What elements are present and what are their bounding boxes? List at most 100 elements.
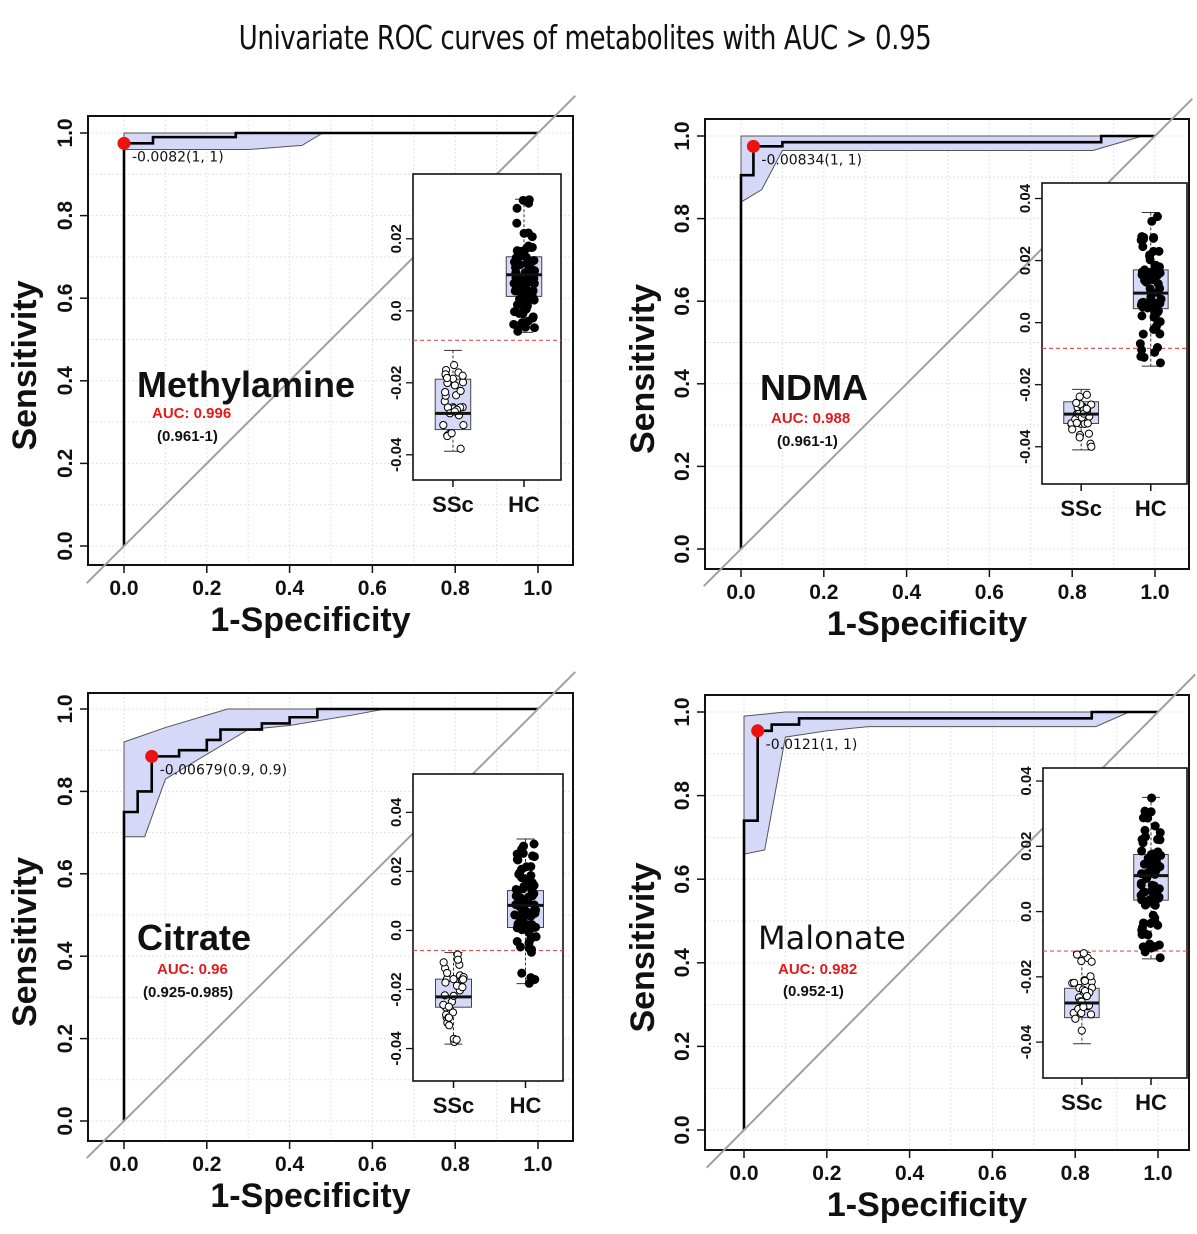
data-point [1082, 991, 1092, 1001]
x-axis-title: 1-Specificity [210, 1177, 410, 1215]
data-point [524, 978, 534, 988]
inset-y-tick-label: -0.04 [388, 437, 405, 472]
inset-y-tick-label: 0.02 [1017, 246, 1034, 275]
data-point [1155, 953, 1165, 963]
y-tick-label: 0.0 [54, 531, 77, 560]
data-point [513, 277, 523, 287]
data-point [1137, 345, 1147, 355]
figure-title: Univariate ROC curves of metabolites wit… [238, 18, 932, 57]
boxplot-hc [1133, 793, 1169, 963]
boxplot-hc [1132, 211, 1169, 368]
data-point [512, 218, 522, 228]
data-point [1137, 232, 1147, 242]
y-tick-label: 0.4 [671, 369, 694, 399]
data-point [529, 323, 539, 333]
data-point [1154, 262, 1164, 272]
data-point [1140, 832, 1150, 842]
x-tick-label: 0.0 [729, 1162, 758, 1185]
data-point [1147, 793, 1157, 803]
data-point [1084, 429, 1094, 438]
data-point [1082, 404, 1091, 413]
metabolite-name: Citrate [137, 917, 251, 958]
inset-y-tick-label: 0.02 [388, 224, 405, 253]
y-tick-label: 1.0 [54, 694, 77, 723]
data-point [1086, 1010, 1096, 1019]
inset-y-tick-label: 0.0 [1017, 312, 1034, 333]
x-tick-label: 0.8 [1058, 581, 1088, 604]
boxplot-ssc [435, 950, 472, 1047]
x-tick-label: 0.2 [812, 1162, 841, 1185]
data-point [523, 241, 533, 251]
roc-panel-ndma: 0.0 0.2 0.4 0.6 0.8 1.0 0.0 0.2 0.4 0.6 0.8 1.0 1-Sp… [624, 98, 1193, 643]
data-point [528, 851, 538, 861]
y-tick-label: 0.0 [671, 534, 694, 563]
data-point [452, 1035, 461, 1044]
inset-y-tick-label: 0.02 [388, 857, 405, 886]
y-tick-label: 0.8 [54, 201, 77, 231]
data-point [1154, 940, 1164, 950]
data-point [441, 388, 450, 397]
x-tick-label: 0.2 [809, 581, 838, 604]
optimal-cutoff-point [145, 749, 159, 763]
data-point [1148, 910, 1158, 920]
data-point [444, 1013, 454, 1022]
data-point [1140, 947, 1150, 957]
plot-frame [87, 115, 574, 566]
boxplot-hc [505, 195, 543, 336]
x-tick-label: 0.2 [192, 1153, 221, 1176]
data-point [528, 312, 538, 322]
data-point [517, 844, 527, 854]
inset-category-label: SSc [1061, 1090, 1103, 1115]
plot-frame [704, 118, 1190, 570]
y-tick-label: 0.4 [671, 948, 694, 978]
data-point [1155, 329, 1165, 339]
data-point [1072, 418, 1081, 428]
x-tick-label: 0.6 [358, 1153, 387, 1176]
inset-y-tick-label: 0.04 [1017, 183, 1034, 213]
y-tick-label: 0.6 [671, 865, 694, 894]
data-point [518, 309, 528, 319]
x-tick-label: 0.6 [978, 1162, 1007, 1185]
data-point [442, 373, 452, 383]
x-axis-title: 1-Specificity [210, 601, 410, 639]
roc-panel-citrate: 0.0 0.2 0.4 0.6 0.8 1.0 0.0 0.2 0.4 0.6 0.8 1.0 1-Sp… [6, 671, 576, 1215]
inset-category-label: HC [510, 1093, 542, 1118]
inset-y-tick-label: -0.04 [1018, 1024, 1035, 1059]
x-tick-label: 0.4 [275, 1153, 305, 1176]
ci-band [743, 711, 1138, 855]
data-point [458, 371, 467, 380]
metabolite-name: NDMA [760, 367, 868, 408]
x-tick-label: 0.6 [975, 581, 1004, 604]
x-tick-label: 1.0 [523, 577, 552, 600]
data-point [1150, 821, 1160, 831]
optimal-cutoff-point [117, 136, 131, 150]
data-point [514, 869, 524, 879]
inset-y-tick-label: 0.0 [388, 920, 405, 941]
x-tick-label: 0.4 [275, 577, 305, 600]
data-point [529, 889, 539, 899]
data-point [529, 255, 539, 265]
data-point [1068, 425, 1077, 434]
data-point [1154, 892, 1164, 902]
data-point [459, 975, 468, 984]
data-point [523, 228, 533, 238]
data-point [1072, 398, 1081, 408]
y-axis-title: Sensitivity [624, 862, 662, 1032]
data-point [1071, 1014, 1080, 1023]
data-point [524, 195, 534, 205]
inset-category-label: HC [1135, 496, 1167, 521]
data-point [1077, 1026, 1086, 1035]
data-point [1136, 880, 1146, 890]
data-point [1145, 284, 1155, 294]
y-tick-label: 0.2 [54, 449, 77, 478]
inset-category-label: SSc [433, 1093, 475, 1118]
y-axis-title: Sensitivity [6, 857, 44, 1027]
x-axis-title: 1-Specificity [827, 605, 1027, 643]
roc-curve [122, 707, 538, 1121]
data-point [1070, 978, 1079, 987]
data-point [1083, 419, 1092, 428]
data-point [517, 968, 527, 978]
diagonal-reference-line [703, 98, 1193, 587]
data-point [1136, 890, 1146, 900]
